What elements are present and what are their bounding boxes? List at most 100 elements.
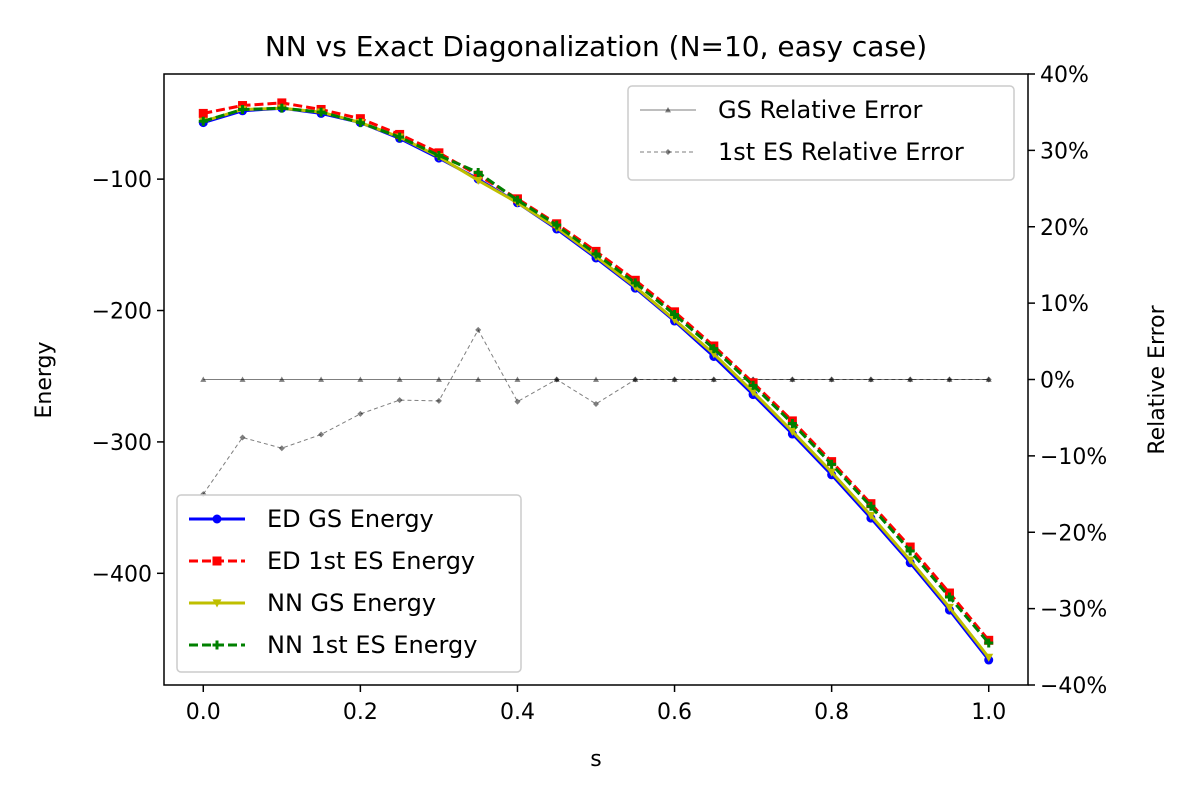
data-point [630, 278, 640, 288]
data-point [552, 220, 562, 230]
legend-swatch-marker [212, 514, 222, 524]
series-layer [198, 98, 994, 665]
data-point [553, 376, 560, 383]
data-point [710, 376, 717, 383]
data-point [475, 326, 482, 333]
data-point [944, 592, 954, 602]
x-tick-label: 0.6 [657, 700, 692, 725]
y2-tick-label: 0% [1040, 369, 1075, 394]
data-point [318, 376, 325, 382]
data-point [946, 376, 953, 383]
y2-axis-label: Relative Error [1145, 304, 1170, 454]
x-axis-label: s [590, 747, 601, 772]
data-point [357, 410, 364, 417]
legend-swatch-marker [665, 149, 671, 155]
data-point [748, 388, 758, 397]
data-point [905, 546, 915, 556]
legend-label: ED 1st ES Energy [267, 547, 475, 575]
y2-tick-label: 20% [1040, 216, 1089, 241]
y2-tick-label: 40% [1040, 63, 1089, 88]
data-point [395, 132, 405, 142]
y-axis-label: Energy [32, 341, 57, 418]
y2-tick-label: 30% [1040, 139, 1089, 164]
x-tick-label: 0.8 [814, 700, 849, 725]
data-point [239, 434, 246, 441]
legend-swatch-marker [212, 556, 222, 566]
data-point [278, 376, 285, 382]
data-point [827, 459, 837, 469]
y2-tick-label: −10% [1040, 445, 1107, 470]
legend-swatch-marker [212, 640, 222, 650]
data-point [866, 511, 876, 520]
data-point [318, 431, 325, 438]
legend-label: ED GS Energy [267, 505, 434, 533]
legend-swatch-marker [212, 599, 222, 608]
y-tick-label: −300 [92, 431, 152, 456]
data-point [396, 376, 403, 382]
data-point [748, 380, 758, 390]
data-point [198, 108, 208, 118]
data-point [787, 427, 797, 436]
data-point [473, 168, 483, 178]
y-tick-label: −400 [92, 562, 152, 587]
data-point [512, 195, 522, 205]
data-point [866, 501, 876, 511]
data-point [200, 376, 207, 382]
legend-label: NN 1st ES Energy [267, 631, 477, 659]
data-point [984, 638, 994, 648]
data-point [473, 176, 483, 185]
data-point [514, 376, 521, 382]
x-tick-label: 0.4 [500, 700, 535, 725]
data-point [355, 118, 365, 128]
legend-layer: ED GS Energy ED 1st ES Energy NN GS Energy… [176, 85, 1015, 673]
y-tick-label: −200 [92, 300, 152, 325]
data-point [239, 376, 246, 382]
data-point [593, 376, 599, 382]
data-point [905, 556, 915, 565]
data-point [709, 344, 719, 354]
data-point [671, 376, 678, 383]
legend-label: 1st ES Relative Error [718, 138, 964, 166]
data-point [867, 376, 874, 383]
data-point [670, 309, 680, 319]
data-point [944, 603, 954, 612]
data-point [435, 397, 442, 404]
data-point [316, 107, 326, 117]
data-point [396, 397, 403, 404]
data-point [277, 103, 287, 113]
y2-tick-label: −20% [1040, 521, 1107, 546]
legend-swatch-marker [665, 107, 671, 113]
legend-label: NN GS Energy [267, 589, 436, 617]
legend-box [176, 494, 522, 673]
data-point [238, 104, 248, 114]
y2-tick-label: −30% [1040, 598, 1107, 623]
data-point [985, 376, 992, 383]
data-point [434, 150, 444, 160]
data-point [984, 653, 994, 662]
chart-title: NN vs Exact Diagonalization (N=10, easy … [265, 30, 927, 63]
legend-label: GS Relative Error [718, 96, 923, 124]
data-point [435, 376, 442, 382]
legend-box [627, 85, 1015, 181]
series-nn-1st-es-energy [198, 103, 994, 648]
y2-tick-label: −40% [1040, 674, 1107, 699]
y-tick-label: −100 [92, 168, 152, 193]
legend-lower-left: ED GS Energy ED 1st ES Energy NN GS Energy… [176, 494, 522, 673]
legend-upper-right: GS Relative Error 1st ES Relative Error [627, 85, 1015, 181]
data-point [475, 376, 482, 382]
x-tick-label: 0.0 [186, 700, 221, 725]
ticks-layer: 0.0 0.2 0.4 0.6 0.8 1.0 −100 −200 −300 −400 40% 30%… [92, 63, 1108, 725]
data-point [357, 376, 364, 382]
data-point [632, 376, 639, 383]
x-tick-label: 1.0 [971, 700, 1006, 725]
data-point [593, 400, 599, 407]
x-tick-label: 0.2 [343, 700, 378, 725]
data-point [789, 376, 796, 383]
data-point [198, 116, 208, 126]
data-point [907, 376, 914, 383]
y2-tick-label: 10% [1040, 292, 1089, 317]
data-point [277, 98, 287, 108]
data-point [828, 376, 835, 383]
